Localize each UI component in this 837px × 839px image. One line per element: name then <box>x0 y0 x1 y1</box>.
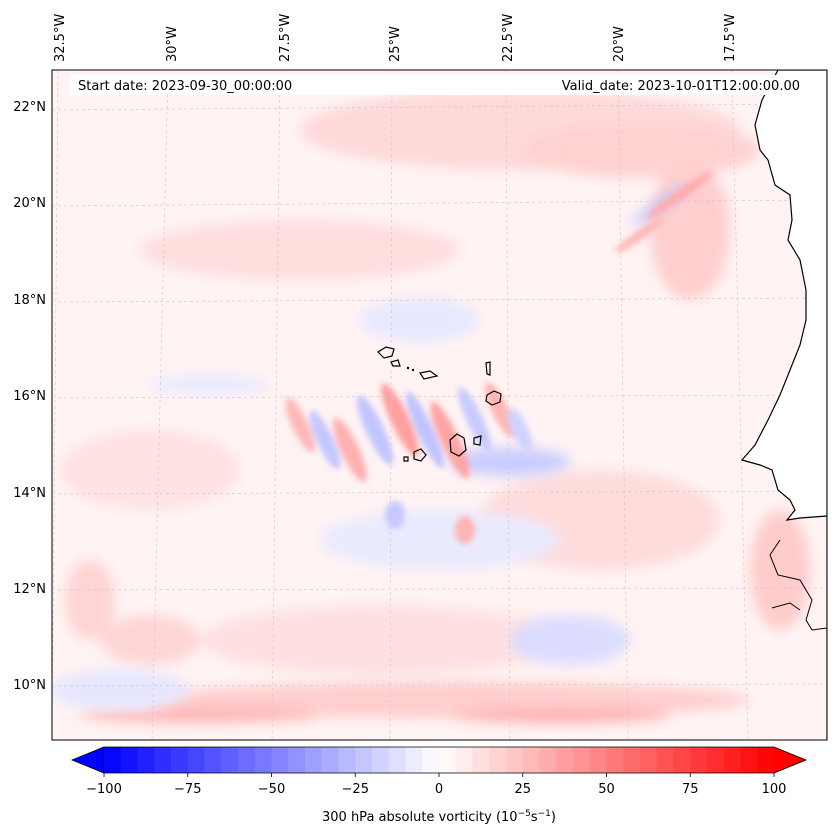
lat-label: 14°N <box>13 486 46 501</box>
island-sao-vicente <box>390 359 401 367</box>
colorbar-step <box>573 747 591 773</box>
colorbar-step <box>455 747 473 773</box>
colorbar-tick-label: −25 <box>342 782 369 797</box>
colorbar-step <box>506 747 524 773</box>
colorbar-step <box>556 747 574 773</box>
colorbar-step <box>187 747 205 773</box>
island-sal <box>485 361 491 376</box>
island-brava <box>403 456 409 462</box>
colorbar-tick-labels: −100 −75 −50 −25 0 25 50 75 100 <box>86 782 786 797</box>
map-panel <box>52 70 827 740</box>
colorbar-step <box>707 747 725 773</box>
colorbar-step <box>405 747 423 773</box>
colorbar-step <box>623 747 641 773</box>
island-fogo <box>413 448 427 462</box>
lon-label: 22.5°W <box>501 14 516 62</box>
colorbar-ticks <box>103 773 775 777</box>
cape-verde-islands <box>377 346 502 462</box>
colorbar-step <box>439 747 457 773</box>
island-santo-antao <box>377 346 395 359</box>
lat-label: 22°N <box>13 100 46 115</box>
colorbar-step <box>489 747 507 773</box>
colorbar-tick-label: 50 <box>598 782 615 797</box>
colorbar-steps <box>104 747 775 773</box>
colorbar-tick-label: 0 <box>435 782 443 797</box>
map-frame <box>51 69 828 741</box>
colorbar-step <box>472 747 490 773</box>
colorbar-step <box>338 747 356 773</box>
islet <box>406 366 410 370</box>
lon-label: 20°W <box>612 26 627 62</box>
colorbar-min-extend <box>70 746 105 774</box>
colorbar-step <box>238 747 256 773</box>
graticule <box>52 70 827 740</box>
colorbar-step <box>355 747 373 773</box>
colorbar-step <box>757 747 775 773</box>
colorbar: −100 −75 −50 −25 0 25 50 75 100 300 hPa … <box>70 746 808 825</box>
colorbar-step <box>372 747 390 773</box>
island-maio <box>473 435 482 446</box>
colorbar-step <box>137 747 155 773</box>
colorbar-step <box>171 747 189 773</box>
lon-label: 32.5°W <box>53 14 68 62</box>
negative-vorticity-patches <box>52 184 689 710</box>
valid-date-label: Valid_date: 2023-10-01T12:00:00.00 <box>562 79 800 94</box>
colorbar-step <box>522 747 540 773</box>
africa-coastline <box>740 70 827 740</box>
colorbar-step <box>204 747 222 773</box>
island-sao-nicolau <box>419 370 439 380</box>
colorbar-step <box>120 747 138 773</box>
colorbar-tick-label: −100 <box>86 782 122 797</box>
lat-label: 16°N <box>13 389 46 404</box>
colorbar-step <box>288 747 306 773</box>
coastline-detail <box>769 539 827 631</box>
colorbar-step <box>589 747 607 773</box>
lon-label: 17.5°W <box>723 14 738 62</box>
island-wave-bands <box>285 171 713 544</box>
colorbar-step <box>104 747 122 773</box>
colorbar-tick-label: −75 <box>174 782 201 797</box>
coastline-detail <box>771 602 801 611</box>
colorbar-step <box>321 747 339 773</box>
longitude-labels: 32.5°W 30°W 27.5°W 25°W 22.5°W 20°W 17.5… <box>53 14 738 62</box>
islet <box>411 368 415 372</box>
lat-label: 18°N <box>13 293 46 308</box>
colorbar-step <box>422 747 440 773</box>
colorbar-step <box>740 747 758 773</box>
colorbar-step <box>388 747 406 773</box>
island-santiago <box>449 433 467 457</box>
lat-label: 10°N <box>13 678 46 693</box>
colorbar-label: 300 hPa absolute vorticity (10−5s−1) <box>322 809 556 825</box>
colorbar-step <box>254 747 272 773</box>
colorbar-step <box>305 747 323 773</box>
lon-label: 27.5°W <box>278 14 293 62</box>
island-boa-vista <box>485 390 502 406</box>
colorbar-step <box>606 747 624 773</box>
lat-label: 12°N <box>13 582 46 597</box>
colorbar-tick-label: 75 <box>682 782 699 797</box>
colorbar-tick-label: −50 <box>258 782 285 797</box>
colorbar-tick-label: 100 <box>762 782 787 797</box>
positive-vorticity-patches <box>60 90 810 723</box>
colorbar-step <box>656 747 674 773</box>
header-band <box>70 75 807 95</box>
colorbar-step <box>673 747 691 773</box>
lon-label: 30°W <box>165 26 180 62</box>
colorbar-step <box>221 747 239 773</box>
colorbar-step <box>154 747 172 773</box>
colorbar-step <box>690 747 708 773</box>
colorbar-step <box>723 747 741 773</box>
latitude-labels: 22°N 20°N 18°N 16°N 14°N 12°N 10°N <box>13 100 46 693</box>
colorbar-step <box>271 747 289 773</box>
colorbar-step <box>539 747 557 773</box>
colorbar-step <box>640 747 658 773</box>
start-date-label: Start date: 2023-09-30_00:00:00 <box>78 79 292 94</box>
lon-label: 25°W <box>388 26 403 62</box>
colorbar-tick-label: 25 <box>514 782 531 797</box>
lat-label: 20°N <box>13 196 46 211</box>
colorbar-max-extend <box>773 746 808 774</box>
